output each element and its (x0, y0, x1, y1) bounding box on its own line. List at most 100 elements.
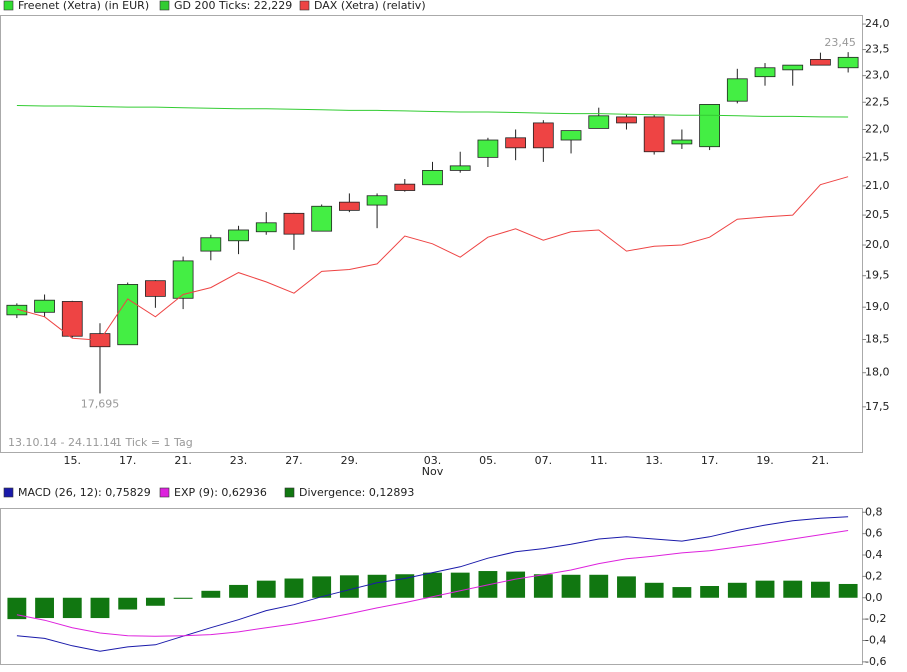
y-tick-label: 0,8 (865, 505, 883, 518)
legend-label: Freenet (Xetra) (in EUR) (18, 0, 149, 12)
divergence-bar (450, 572, 470, 598)
x-tick-label: 05. (479, 454, 497, 467)
y-tick-label: -0,6 (865, 655, 886, 668)
divergence-bar (644, 582, 664, 598)
divergence-bar (561, 574, 581, 598)
divergence-bar (256, 580, 276, 598)
candle-body (782, 64, 804, 71)
high-label: 23,45 (824, 36, 856, 49)
x-tick-label: 17. (119, 454, 137, 467)
x-tick-label: 29. (341, 454, 359, 467)
candle-body (505, 137, 527, 149)
legend-label: DAX (Xetra) (relativ) (314, 0, 426, 12)
candle-body (588, 115, 610, 129)
legend-swatch (284, 487, 295, 498)
divergence-bar (533, 574, 553, 598)
divergence-bar (173, 597, 193, 599)
y-tick-label: 17,5 (865, 400, 890, 413)
candle-body (145, 280, 166, 297)
candle-body (449, 165, 471, 171)
candle-body (338, 201, 360, 211)
y-tick-label: 22,5 (865, 95, 890, 108)
divergence-bar (62, 597, 82, 619)
candle-body (172, 260, 194, 299)
x-tick-label: 11. (590, 454, 608, 467)
x-tick-label: 19. (756, 454, 774, 467)
candle-body (34, 299, 55, 313)
line-series (16, 105, 849, 118)
y-tick-label: 18,5 (865, 333, 890, 346)
legend-label: MACD (26, 12): 0,75829 (18, 486, 151, 499)
divergence-bar (118, 597, 138, 610)
low-label: 17,695 (81, 397, 120, 410)
y-tick-label: 21,0 (865, 179, 890, 192)
candle-body (311, 205, 333, 232)
y-tick-label: 23,0 (865, 69, 890, 82)
legend-label: EXP (9): 0,62936 (174, 486, 267, 499)
y-tick-label: 20,5 (865, 208, 890, 221)
y-tick-label: 18,0 (865, 366, 890, 379)
y-tick-label: 20,0 (865, 238, 890, 251)
candle-body (837, 56, 859, 69)
divergence-bar (229, 584, 248, 598)
candle-body (754, 67, 776, 78)
y-tick-label: 23,5 (865, 43, 890, 56)
candle-body (422, 170, 443, 186)
candle-body (283, 212, 305, 235)
divergence-bar (395, 574, 415, 598)
candle-body (228, 229, 249, 242)
divergence-bar (35, 597, 54, 619)
y-tick-label: 19,0 (865, 300, 890, 313)
divergence-bar (589, 574, 609, 598)
y-tick-label: 24,0 (865, 17, 890, 30)
line-series (16, 516, 849, 652)
x-tick-label: 13. (645, 454, 663, 467)
candle-body (699, 104, 720, 148)
divergence-bar (811, 581, 830, 598)
y-tick-label: 0,0 (865, 591, 883, 604)
y-tick-label: 21,5 (865, 150, 890, 163)
y-tick-label: -0,4 (865, 633, 886, 646)
price-panel (0, 15, 863, 453)
candle-body (671, 139, 693, 145)
y-tick-label: -0,2 (865, 612, 886, 625)
x-tick-label: 23. (230, 454, 248, 467)
candle-body (394, 183, 416, 191)
line-series (16, 530, 849, 637)
x-tick-label: 27. (285, 454, 303, 467)
divergence-bar (90, 597, 110, 619)
divergence-bar (423, 572, 442, 598)
y-tick-label: 0,2 (865, 569, 883, 582)
divergence-bar (284, 578, 304, 598)
divergence-bar (145, 597, 165, 606)
candle-body (117, 284, 139, 346)
legend-label: GD 200 Ticks: 22,229 (174, 0, 292, 12)
candle-body (200, 237, 222, 252)
divergence-bar (7, 597, 27, 620)
candle-body (726, 78, 748, 102)
divergence-bar (506, 571, 526, 598)
x-sublabel: Nov (422, 465, 444, 478)
divergence-bar (672, 587, 692, 598)
x-tick-label: 15. (64, 454, 82, 467)
y-tick-label: 0,4 (865, 548, 883, 561)
tick-note: 1 Tick = 1 Tag (115, 436, 193, 449)
legend-swatch (299, 0, 310, 11)
divergence-bar (339, 575, 359, 598)
divergence-bar (755, 580, 775, 598)
range-note: 13.10.14 - 24.11.14 (8, 436, 117, 449)
candle-body (477, 139, 499, 158)
divergence-bar (838, 583, 858, 598)
legend-swatch (3, 0, 14, 11)
legend-swatch (3, 487, 14, 498)
candle-body (61, 301, 83, 337)
legend-swatch (159, 0, 170, 11)
candle-body (255, 222, 277, 233)
candle-body (810, 59, 831, 66)
y-tick-label: 22,0 (865, 123, 890, 136)
x-tick-label: 21. (812, 454, 830, 467)
candle-body (616, 116, 637, 124)
y-tick-label: 0,6 (865, 527, 883, 540)
divergence-bar (783, 580, 803, 598)
